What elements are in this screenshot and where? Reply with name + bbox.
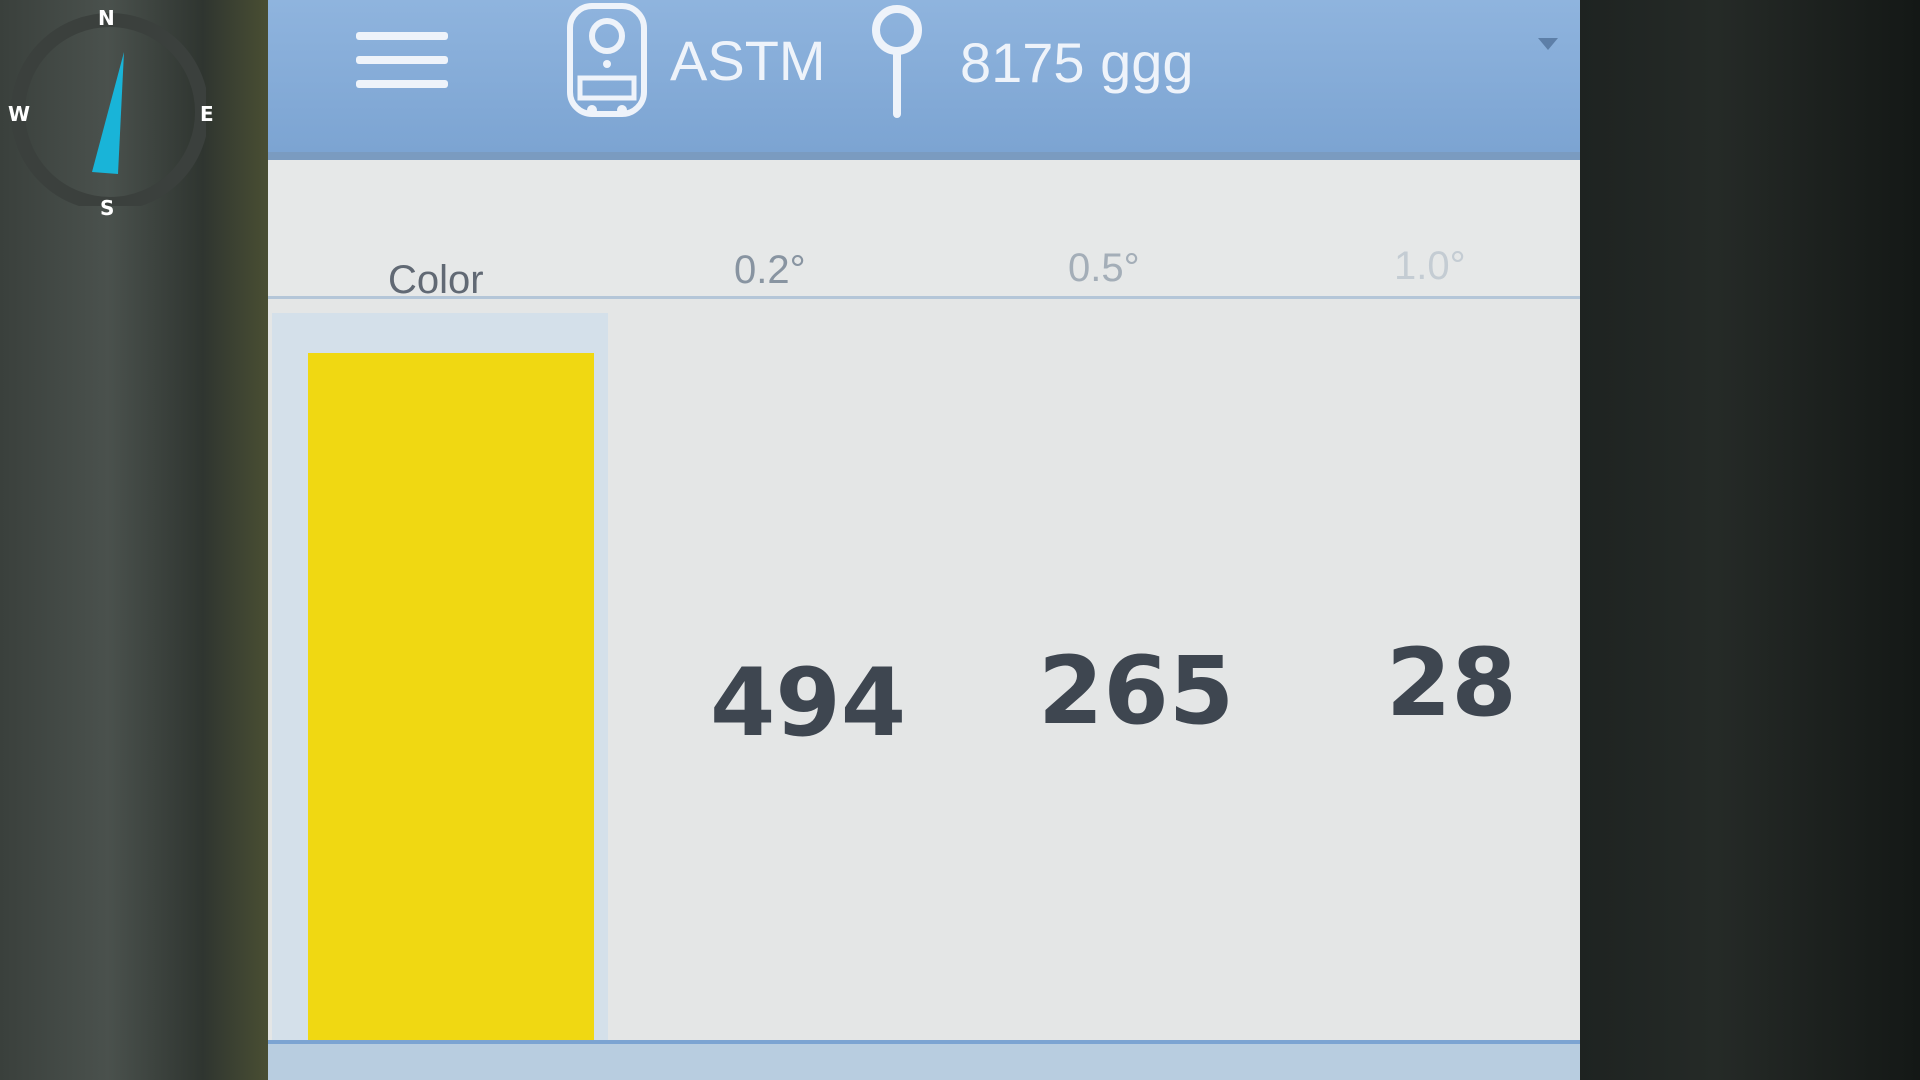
measurement-row: 494 265 28 <box>268 299 1580 1080</box>
color-panel <box>272 313 608 1080</box>
retroreflectometer-device-icon <box>567 3 647 117</box>
value-1-0-degree: 28 <box>1386 629 1517 738</box>
column-header-0-2-degree: 0.2° <box>734 248 806 292</box>
top-bar: ASTM 8175 ggg <box>268 0 1580 160</box>
map-pin-icon <box>872 5 922 118</box>
location-label[interactable]: 8175 ggg <box>960 31 1194 94</box>
compass-west-label: W <box>8 102 31 126</box>
column-header-0-5-degree: 0.5° <box>1068 246 1140 290</box>
column-header-color: Color <box>388 258 484 302</box>
device-bezel-right <box>1580 0 1920 1080</box>
hamburger-menu-icon[interactable] <box>356 32 448 98</box>
compass-north-label: N <box>98 6 115 30</box>
bottom-bar <box>268 1040 1580 1080</box>
compass-overlay: N S W E <box>6 6 214 220</box>
compass-needle <box>92 52 124 174</box>
dropdown-arrow-icon[interactable] <box>1538 38 1558 50</box>
color-swatch <box>308 353 594 1080</box>
table-header-row: Color 0.2° 0.5° 1.0° <box>268 160 1580 302</box>
value-0-5-degree: 265 <box>1038 637 1235 746</box>
compass-south-label: S <box>100 196 115 220</box>
column-header-1-0-degree: 1.0° <box>1394 244 1466 288</box>
device-screen: ASTM 8175 ggg Color 0.2° 0.5° 1.0° 494 2… <box>268 0 1580 1080</box>
standard-label[interactable]: ASTM <box>670 29 826 92</box>
value-0-2-degree: 494 <box>710 649 907 758</box>
compass-east-label: E <box>200 102 214 126</box>
compass-icon <box>11 13 206 206</box>
